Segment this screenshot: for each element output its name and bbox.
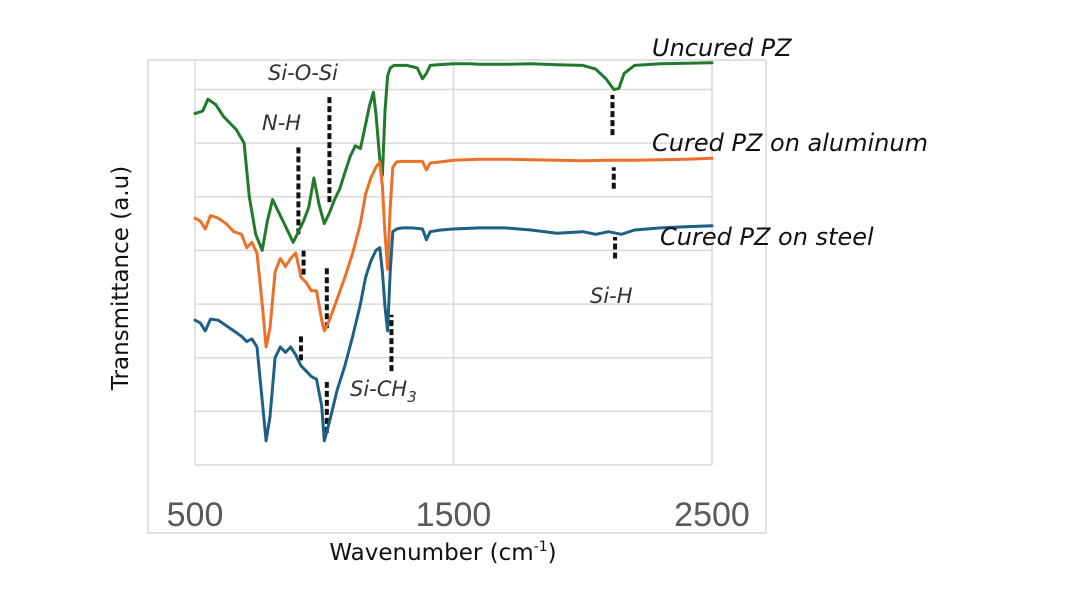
annotation-n-h: N-H bbox=[262, 111, 301, 135]
x-axis-title: Wavenumber (cm-1) bbox=[329, 539, 556, 566]
x-axis-title-sup: -1 bbox=[534, 539, 548, 555]
x-axis-title-close: ) bbox=[548, 540, 557, 566]
x-tick-labels: 500 1500 2500 bbox=[167, 496, 750, 534]
series-label-uncured: Uncured PZ bbox=[652, 34, 792, 62]
annotation-si-o-si: Si-O-Si bbox=[268, 61, 338, 85]
y-axis-title: Transmittance (a.u) bbox=[108, 166, 134, 391]
series-line-cured-pz-on-steel bbox=[193, 224, 714, 443]
series-lines bbox=[193, 61, 714, 443]
chart-frame bbox=[147, 59, 767, 534]
series-label-aluminum: Cured PZ on aluminum bbox=[652, 129, 928, 157]
annotation-si-ch3-sub: 3 bbox=[407, 388, 417, 406]
annotation-si-ch3-main: Si-CH bbox=[350, 377, 407, 401]
x-tick-label: 1500 bbox=[416, 496, 492, 534]
series-line-uncured-pz bbox=[193, 61, 714, 252]
x-tick-label: 2500 bbox=[674, 496, 750, 534]
annotation-markers bbox=[296, 94, 618, 433]
gridlines bbox=[194, 60, 713, 466]
annotation-si-ch3: Si-CH3 bbox=[350, 377, 417, 406]
series-label-steel: Cured PZ on steel bbox=[660, 223, 874, 251]
annotation-si-h: Si-H bbox=[590, 284, 633, 308]
x-axis-title-main: Wavenumber (cm bbox=[329, 540, 533, 566]
series-line-cured-pz-on-aluminum bbox=[193, 156, 714, 349]
x-tick-label: 500 bbox=[167, 496, 224, 534]
